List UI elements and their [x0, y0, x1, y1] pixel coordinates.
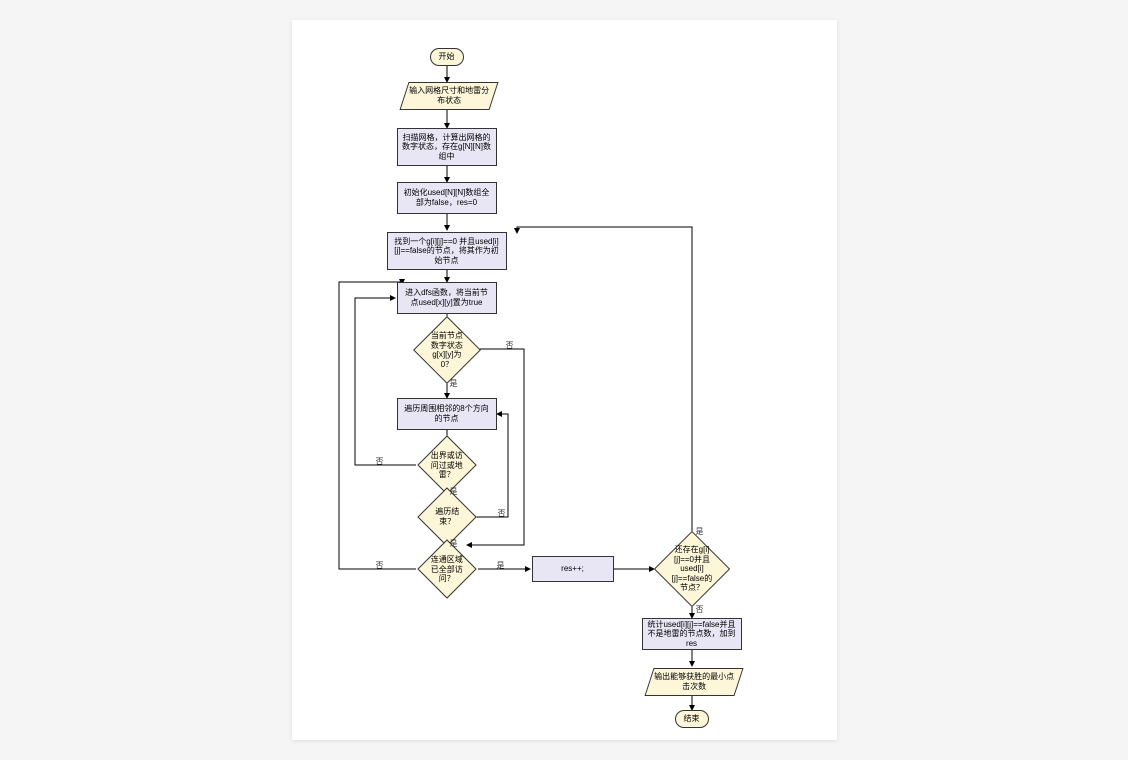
label-statusz-yes: 是	[450, 378, 458, 389]
process-init: 初始化used[N][N]数组全部为false，res=0	[397, 182, 497, 214]
process-find-zero: 找到一个g[i][j]==0 并且used[i][j]==false的节点，将其…	[387, 232, 507, 270]
decision-iter-end: 遍历结束？	[417, 487, 476, 546]
label-statusz-no: 否	[506, 340, 514, 351]
decision-all-visited: 连通区域已全部访问？	[417, 539, 476, 598]
label-iterend-no: 否	[498, 508, 506, 519]
label-iterend-yes: 是	[450, 538, 458, 549]
start-terminator: 开始	[430, 48, 464, 66]
end-terminator: 结束	[675, 710, 709, 728]
decision-status-zero: 当前节点数字状态g[x][y]为0？	[413, 316, 481, 384]
count-label: 统计used[i][j]==false并且不是地雷的节点数，加到res	[647, 620, 737, 649]
io-input-label: 输入网格尺寸和地雷分布状态	[409, 86, 489, 105]
dfs-label: 进入dfs函数，将当前节点used[x][y]置为true	[402, 288, 492, 307]
connector-layer	[292, 20, 837, 740]
iter8-label: 遍历周围相邻的8个方向的节点	[402, 404, 492, 423]
process-res-inc: res++;	[532, 556, 614, 582]
init-label: 初始化used[N][N]数组全部为false，res=0	[402, 188, 492, 207]
resinc-label: res++;	[561, 564, 584, 574]
label-allvisit-no: 否	[376, 560, 384, 571]
iterend-label: 遍历结束？	[431, 507, 463, 526]
statusz-label: 当前节点数字状态g[x][y]为0？	[428, 331, 466, 369]
allvisit-label: 连通区域已全部访问？	[431, 555, 463, 584]
hasmore-label: 还存在g[i][j]==0并且used[i][j]==false的节点？	[670, 545, 714, 593]
process-iterate-8: 遍历周围相邻的8个方向的节点	[397, 398, 497, 430]
flowchart-canvas: 开始 输入网格尺寸和地雷分布状态 扫描网格，计算出网格的数字状态，存在g[N][…	[292, 20, 837, 740]
start-label: 开始	[439, 52, 455, 62]
label-boundary-no: 否	[376, 456, 384, 467]
boundary-label: 出界或访问过或地雷？	[431, 451, 463, 480]
label-hasmore-yes: 是	[696, 526, 704, 537]
decision-has-more: 还存在g[i][j]==0并且used[i][j]==false的节点？	[653, 531, 729, 607]
end-label: 结束	[684, 714, 700, 724]
find0-label: 找到一个g[i][j]==0 并且used[i][j]==false的节点，将其…	[392, 237, 502, 266]
process-dfs: 进入dfs函数，将当前节点used[x][y]置为true	[397, 282, 497, 314]
label-boundary-yes: 是	[450, 486, 458, 497]
decision-boundary: 出界或访问过或地雷？	[417, 435, 476, 494]
process-scan: 扫描网格，计算出网格的数字状态，存在g[N][N]数组中	[397, 128, 497, 166]
scan-label: 扫描网格，计算出网格的数字状态，存在g[N][N]数组中	[402, 133, 492, 162]
label-allvisit-yes: 是	[497, 560, 505, 571]
label-hasmore-no: 否	[696, 604, 704, 615]
io-input: 输入网格尺寸和地雷分布状态	[399, 82, 498, 110]
process-count: 统计used[i][j]==false并且不是地雷的节点数，加到res	[642, 618, 742, 650]
io-output: 输出能够获胜的最小点击次数	[644, 668, 743, 696]
output-label: 输出能够获胜的最小点击次数	[654, 672, 734, 691]
